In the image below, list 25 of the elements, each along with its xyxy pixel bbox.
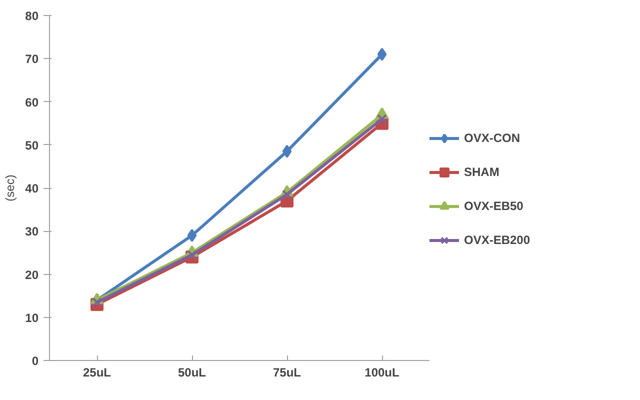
x-tick-label: 75uL xyxy=(272,366,302,380)
x-tick-label: 50uL xyxy=(178,366,206,380)
point xyxy=(187,228,197,242)
point xyxy=(92,297,102,308)
y-tick-label: 60 xyxy=(25,95,39,110)
y-tick-label: 20 xyxy=(25,268,39,282)
legend-label: OVX-CON xyxy=(464,131,520,145)
y-tick-label: 50 xyxy=(25,138,39,152)
point xyxy=(282,144,292,158)
y-tick-label: 10 xyxy=(25,310,39,325)
y-tick-label: 30 xyxy=(25,224,39,239)
point xyxy=(377,114,387,124)
y-axis-title: (sec) xyxy=(3,174,18,202)
point xyxy=(282,190,292,200)
y-tick-label: 80 xyxy=(25,9,39,23)
legend-label: OVX-EB200 xyxy=(464,233,530,247)
legend-label: SHAM xyxy=(464,165,500,179)
legend-label: OVX-EB50 xyxy=(464,199,524,213)
y-tick-label: 40 xyxy=(25,182,39,196)
point xyxy=(187,250,197,260)
x-tick-label: 25uL xyxy=(82,366,112,380)
x-tick-label: 100uL xyxy=(364,366,400,380)
y-tick-label: 0 xyxy=(32,354,39,368)
point xyxy=(377,48,387,61)
y-tick-label: 70 xyxy=(25,52,39,66)
